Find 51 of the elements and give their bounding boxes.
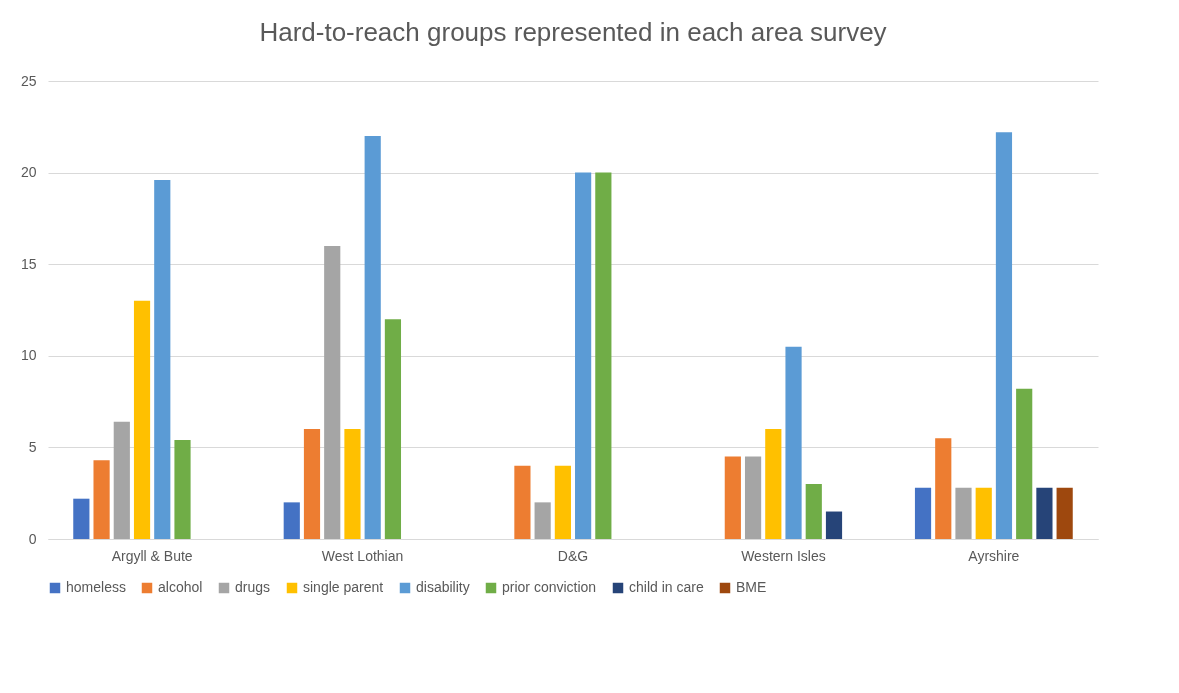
bar bbox=[364, 135, 381, 539]
legend-label: prior conviction bbox=[502, 579, 597, 595]
y-tick-label: 25 bbox=[20, 72, 37, 89]
x-tick-label: West Lothian bbox=[321, 547, 404, 564]
y-tick-label: 20 bbox=[20, 164, 37, 181]
bar bbox=[283, 502, 300, 539]
bar bbox=[174, 440, 191, 539]
bar bbox=[534, 502, 551, 539]
legend-label: homeless bbox=[66, 579, 126, 595]
y-tick-label: 10 bbox=[20, 347, 37, 364]
legend-label: single parent bbox=[303, 579, 384, 595]
y-tick-label: 5 bbox=[28, 438, 37, 455]
x-tick-label: Argyll & Bute bbox=[111, 547, 193, 564]
y-tick-label: 15 bbox=[20, 255, 37, 272]
bar bbox=[805, 484, 822, 539]
bar bbox=[93, 460, 110, 539]
bar bbox=[765, 429, 782, 539]
bar bbox=[344, 429, 361, 539]
y-tick-label: 0 bbox=[28, 530, 37, 547]
bar bbox=[955, 487, 972, 539]
bar bbox=[785, 346, 802, 539]
bar bbox=[324, 245, 341, 539]
bar bbox=[595, 172, 612, 539]
bar bbox=[113, 421, 130, 539]
bar bbox=[154, 179, 171, 539]
legend-label: disability bbox=[416, 579, 470, 595]
chart-title: Hard-to-reach groups represented in each area survey bbox=[259, 17, 887, 47]
bar bbox=[975, 487, 992, 539]
bar bbox=[744, 456, 762, 539]
bar bbox=[1036, 487, 1053, 539]
bar bbox=[935, 438, 952, 539]
bar bbox=[1016, 388, 1033, 539]
bar bbox=[554, 465, 571, 539]
bar bbox=[384, 319, 402, 539]
bar bbox=[1056, 487, 1073, 539]
bar bbox=[133, 300, 151, 539]
bar bbox=[825, 511, 843, 539]
bar bbox=[914, 487, 932, 539]
x-tick-label: D&G bbox=[557, 547, 589, 564]
bar bbox=[73, 498, 90, 539]
bar bbox=[724, 456, 741, 539]
x-tick-label: Ayrshire bbox=[968, 547, 1020, 564]
legend-label: alcohol bbox=[158, 579, 203, 595]
legend-label: drugs bbox=[235, 579, 271, 595]
bar bbox=[995, 132, 1013, 539]
legend-label: child in care bbox=[629, 579, 704, 595]
x-tick-label: Western Isles bbox=[741, 547, 826, 564]
legend-label: BME bbox=[736, 579, 767, 595]
bar bbox=[514, 465, 531, 539]
bar bbox=[575, 172, 592, 539]
bar bbox=[303, 429, 321, 539]
